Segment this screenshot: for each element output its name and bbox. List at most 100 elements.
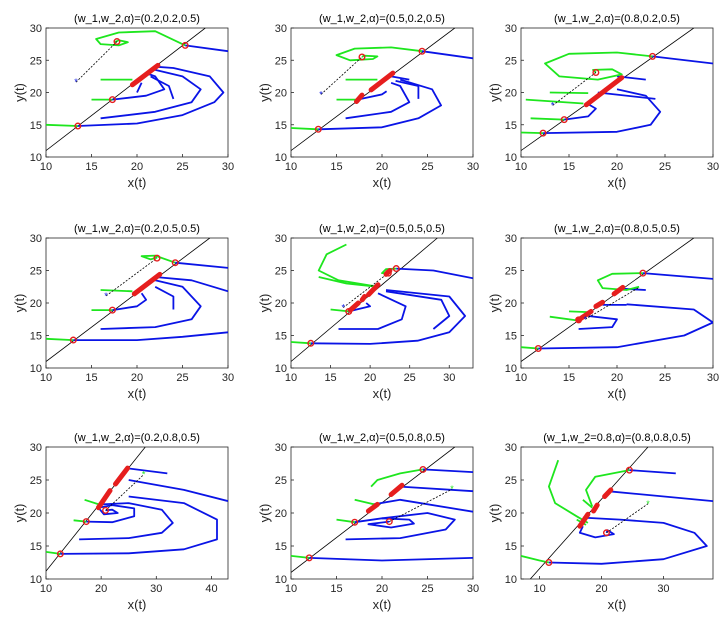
x-tick-label: 10 xyxy=(533,583,545,595)
green-trajectory xyxy=(549,91,589,94)
x-tick-label: 25 xyxy=(176,161,188,173)
green-trajectory xyxy=(318,276,379,288)
red-circle-marker xyxy=(592,69,600,77)
y-tick-label: 15 xyxy=(275,120,287,132)
x-tick-label: 15 xyxy=(85,372,97,384)
blue-trajectory xyxy=(597,91,656,100)
axes-box xyxy=(290,237,474,369)
red-circle-marker xyxy=(305,554,313,562)
green-trajectory xyxy=(46,337,74,341)
subplot-8: 10 15 20 25 30 10 15 20 25 30 x(t) y(t) (w_1,w_2,α)=… xyxy=(257,432,479,612)
dashed-connector xyxy=(75,41,118,83)
x-tick-label: 15 xyxy=(330,583,342,595)
axes-box xyxy=(45,237,229,369)
subplot-title: (w_1,w_2=0.8,α)=(0.8,0.8,0.5) xyxy=(543,432,691,444)
dashed-connector xyxy=(105,474,144,511)
x-tick-label: 30 xyxy=(467,161,479,173)
blue-trajectory xyxy=(310,289,467,345)
blue-trajectory xyxy=(385,290,451,330)
y-tick-label: 30 xyxy=(275,233,287,245)
x-tick-label: 20 xyxy=(131,161,143,173)
red-circle-marker xyxy=(153,254,161,262)
plot-area: * xyxy=(291,447,473,573)
x-tick-label: 20 xyxy=(95,583,107,595)
y-tick-label: 20 xyxy=(30,88,42,100)
x-tick-label: 15 xyxy=(330,161,342,173)
blue-trajectory xyxy=(538,303,713,350)
y-tick-label: 20 xyxy=(275,508,287,520)
blue-trajectory xyxy=(150,75,175,100)
y-tick-label: 15 xyxy=(30,120,42,132)
green-trajectory xyxy=(521,131,544,134)
red-circle-marker xyxy=(108,306,116,314)
y-tick-label: 25 xyxy=(275,266,287,278)
red-circle-marker xyxy=(639,269,647,277)
x-tick-label: 30 xyxy=(657,583,669,595)
blue-trajectory xyxy=(372,498,473,513)
subplot-9: 10 20 30 10 15 20 25 30 x(t) y(t) (w_1,w_2=0.8,α)=… xyxy=(487,432,714,612)
x-tick-label: 15 xyxy=(563,372,575,384)
x-tick-label: 15 xyxy=(324,372,336,384)
y-tick-label: 30 xyxy=(275,442,287,454)
x-tick-label: 10 xyxy=(515,372,527,384)
plot-area: * xyxy=(521,238,713,362)
green-trajectory xyxy=(317,243,379,288)
dashed-connector xyxy=(105,257,158,297)
green-trajectory xyxy=(100,289,133,293)
star-marker: * xyxy=(74,77,78,87)
blue-trajectory xyxy=(60,495,218,555)
y-tick-label: 10 xyxy=(275,152,287,164)
y-axis-label: y(t) xyxy=(257,294,272,313)
blue-trajectory xyxy=(396,267,473,280)
x-tick-label: 30 xyxy=(443,372,455,384)
x-tick-label: 30 xyxy=(222,372,234,384)
red-circle-marker xyxy=(307,339,315,347)
subplot-title: (w_1,w_2,α)=(0.2,0.8,0.5) xyxy=(74,432,200,444)
nullcline-line xyxy=(46,28,206,151)
y-tick-label: 25 xyxy=(505,266,517,278)
blue-trajectory xyxy=(128,479,228,502)
x-axis-label: x(t) xyxy=(373,386,392,401)
y-axis-label: y(t) xyxy=(12,83,27,102)
x-tick-label: 25 xyxy=(421,161,433,173)
x-axis-label: x(t) xyxy=(128,175,147,190)
y-tick-label: 20 xyxy=(505,508,517,520)
blue-trajectory xyxy=(548,516,708,565)
plot-area: * xyxy=(291,28,473,151)
red-switching-segment xyxy=(388,482,405,497)
x-axis-label: x(t) xyxy=(608,386,627,401)
blue-trajectory xyxy=(422,468,473,473)
red-circle-marker xyxy=(384,269,392,277)
subplot-6: 10 15 20 25 30 10 15 20 25 30 x(t) y(t) (w_1,w_2,α)=… xyxy=(487,223,719,401)
nullcline-line xyxy=(521,238,695,362)
y-tick-label: 20 xyxy=(505,88,517,100)
blue-trajectory xyxy=(348,302,372,313)
x-tick-label: 20 xyxy=(131,372,143,384)
x-tick-label: 15 xyxy=(85,161,97,173)
green-trajectory xyxy=(95,30,186,47)
dashed-connector xyxy=(606,503,649,534)
axes-box xyxy=(290,27,474,158)
blue-trajectory xyxy=(345,512,456,541)
green-trajectory xyxy=(335,46,423,62)
subplot-title: (w_1,w_2,α)=(0.2,0.5,0.5) xyxy=(74,223,200,235)
blue-trajectory xyxy=(390,75,410,81)
red-circle-marker xyxy=(575,316,583,324)
y-axis-label: y(t) xyxy=(257,83,272,102)
x-tick-label: 30 xyxy=(707,161,719,173)
x-tick-label: 10 xyxy=(40,372,52,384)
subplot-2: 10 15 20 25 30 10 15 20 25 30 x(t) y(t) (w_1,w_2,α)=… xyxy=(257,13,479,190)
y-tick-label: 10 xyxy=(30,363,42,375)
red-switching-segment xyxy=(365,501,380,514)
subplot-title: (w_1,w_2,α)=(0.5,0.5,0.5) xyxy=(319,223,445,235)
x-tick-label: 20 xyxy=(611,161,623,173)
plot-area: * xyxy=(46,447,228,572)
x-tick-label: 25 xyxy=(404,372,416,384)
red-switching-segment xyxy=(129,62,161,88)
y-tick-label: 20 xyxy=(275,88,287,100)
y-axis-label: y(t) xyxy=(12,504,27,523)
x-axis-label: x(t) xyxy=(128,386,147,401)
x-tick-label: 30 xyxy=(467,583,479,595)
red-circle-marker xyxy=(545,559,553,567)
